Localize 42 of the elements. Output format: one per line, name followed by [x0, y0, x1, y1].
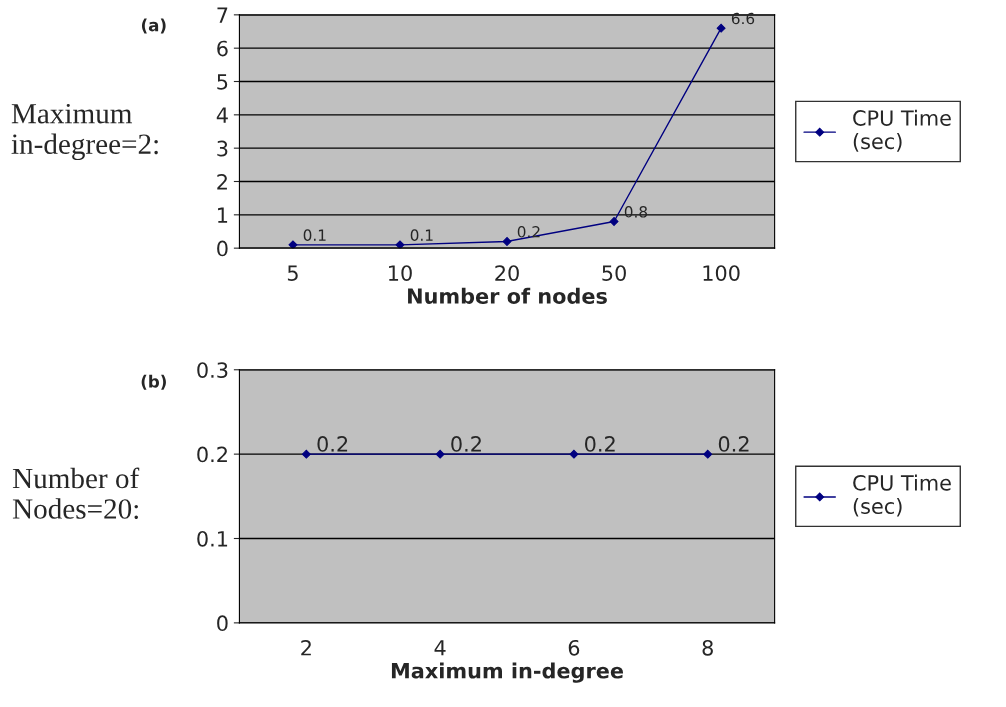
data-label: 0.1: [303, 229, 326, 241]
x-tick-label: 8: [702, 639, 713, 656]
text: (b): [141, 374, 166, 390]
y-tick-label: 1: [218, 207, 228, 223]
y-tick-label: 3: [217, 140, 228, 157]
y-tick-label: 7: [217, 7, 228, 23]
text: (a): [141, 18, 166, 34]
x-tick-label: 2: [301, 639, 311, 656]
y-tick-label: 5: [217, 74, 228, 90]
x-axis-title: Number of nodes: [408, 287, 607, 304]
point: [609, 217, 619, 226]
y-tick-label: 2: [217, 173, 227, 190]
y-axis-title: Maximum in-degree=2:: [11, 103, 158, 161]
point: [502, 237, 512, 246]
y-tick-label: 0: [217, 615, 228, 632]
y-tick-label: 4: [216, 107, 228, 123]
x-tick-label: 10: [389, 265, 412, 281]
data-label: 0.2: [517, 226, 540, 238]
data-label: 0.2: [317, 436, 348, 452]
data-label: 0.2: [585, 436, 615, 452]
data-label: 0.1: [410, 229, 433, 241]
data-label: 6.6: [731, 12, 755, 25]
x-tick-label: 100: [703, 265, 740, 281]
point: [288, 240, 298, 249]
x-tick-label: 20: [495, 265, 519, 281]
legend-label: CPU Time (sec): [853, 474, 951, 517]
x-tick-label: 4: [434, 640, 446, 656]
y-tick-label: 0: [217, 240, 228, 257]
data-label: 0.2: [718, 436, 749, 452]
x-tick-label: 6: [568, 639, 580, 656]
point: [716, 23, 726, 33]
y-tick-label: 0.2: [197, 446, 227, 463]
y-tick-label: 0.3: [197, 362, 228, 378]
x-tick-label: 5: [287, 265, 298, 281]
legend-label: CPU Time (sec): [853, 109, 951, 152]
y-tick-label: 6: [217, 40, 228, 57]
y-tick-label: 0.1: [197, 530, 228, 547]
point: [395, 240, 405, 249]
x-axis-title: Maximum in-degree: [391, 662, 623, 683]
y-axis-title: Number of Nodes=20:: [12, 467, 140, 519]
x-tick-label: 50: [602, 265, 626, 281]
data-label: 0.2: [451, 436, 481, 452]
